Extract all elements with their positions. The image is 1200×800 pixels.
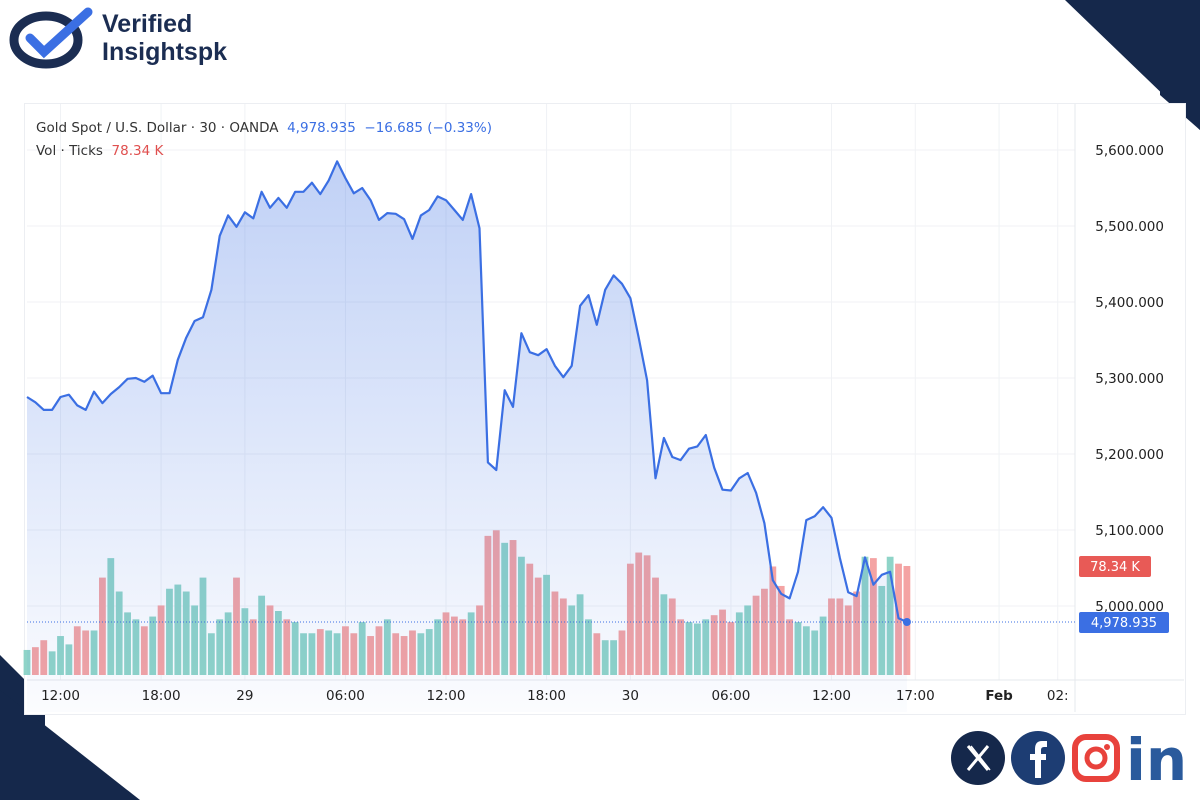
volume-value: 78.34 K [111,143,164,159]
y-tick-label: 5,500.000 [1095,219,1164,235]
volume-badge [1079,556,1151,577]
price-change: −16.685 (−0.33%) [364,120,492,136]
x-tick-label: Feb [985,688,1013,704]
last-price-dot [902,618,911,627]
social-links: in [950,728,1186,788]
x-tick-label: 12:00 [427,688,466,704]
brand-logo: Verified Insightspk [8,6,227,70]
y-tick-label: 5,400.000 [1095,295,1164,311]
x-tick-label: 18:00 [142,688,181,704]
y-tick-label: 5,100.000 [1095,523,1164,539]
volume-label: Vol · Ticks [36,143,103,159]
price-area [27,161,907,712]
last-price: 4,978.935 [287,120,356,136]
brand-line2: Insightspk [102,38,228,66]
y-tick-label: 5,600.000 [1095,143,1164,159]
instagram-icon[interactable] [1070,730,1122,786]
price-badge [1079,612,1169,634]
checkmark-logo-icon [9,7,93,69]
symbol-label: Gold Spot / U.S. Dollar · 30 · OANDA [36,120,279,136]
x-tick-label: 12:00 [812,688,851,704]
chart-legend: Gold Spot / U.S. Dollar · 30 · OANDA 4,9… [36,117,492,163]
x-tick-label: 18:00 [527,688,566,704]
x-icon[interactable] [950,730,1006,786]
y-tick-label: 5,300.000 [1095,371,1164,387]
price-line [26,160,908,624]
brand-line1: Verified [102,10,193,38]
x-tick-label: 06:00 [326,688,365,704]
x-tick-label: 17:00 [896,688,935,704]
price-badge-text: 4,978.935 [1091,616,1157,631]
x-tick-label: 29 [236,688,253,704]
facebook-icon[interactable] [1010,730,1066,786]
volume-badge-text: 78.34 K [1090,560,1140,575]
x-tick-label: 12:00 [41,688,80,704]
linkedin-icon[interactable]: in [1126,728,1186,788]
x-tick-label: 06:00 [711,688,750,704]
linkedin-text: in [1126,728,1186,788]
x-tick-label: 02: [1047,688,1069,704]
y-tick-label: 5,000.000 [1095,599,1164,615]
y-tick-label: 5,200.000 [1095,447,1164,463]
x-tick-label: 30 [622,688,639,704]
